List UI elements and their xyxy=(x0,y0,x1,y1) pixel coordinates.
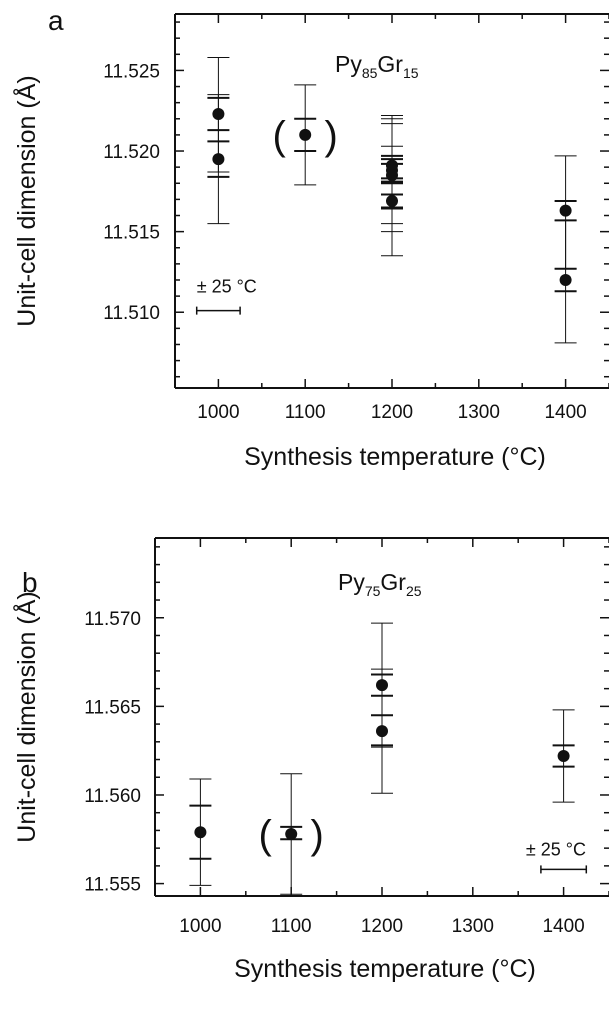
open-paren: ( xyxy=(259,813,273,857)
data-point-group xyxy=(207,94,230,225)
panel-b: b 1000 1100 1200 1300 1400 11.555 11.560 11.565 1… xyxy=(11,537,609,983)
x-tick-label: 1400 xyxy=(542,916,584,937)
x-tick-label: 1100 xyxy=(271,916,312,937)
y-tick-label: 11.520 xyxy=(103,142,160,163)
data-point xyxy=(212,153,225,166)
data-point xyxy=(386,195,398,207)
composition-text: Py xyxy=(335,51,362,77)
data-point-group xyxy=(371,668,393,794)
data-point xyxy=(194,826,207,839)
y-tick-label: 11.525 xyxy=(103,61,160,82)
y-tick-label: 11.570 xyxy=(84,609,141,630)
x-tick-label: 1000 xyxy=(179,916,221,937)
y-tick-label: 11.510 xyxy=(103,303,160,324)
data-point-group xyxy=(552,709,575,803)
temperature-error-annotation: ± 25 °C xyxy=(195,277,257,315)
x-tick-label: 1300 xyxy=(458,402,500,423)
x-tick-label: 1100 xyxy=(285,402,326,423)
x-tick-label: 1200 xyxy=(361,916,403,937)
data-point xyxy=(557,749,570,762)
composition-label: Py75Gr25 xyxy=(338,569,422,599)
composition-subscript: 25 xyxy=(406,583,422,599)
data-point xyxy=(285,827,298,840)
y-tick-label: 11.515 xyxy=(103,223,160,244)
y-axis-title: Unit-cell dimension (Å) xyxy=(11,591,41,842)
composition-label: Py85Gr15 xyxy=(335,51,419,81)
data-point-group: () xyxy=(259,773,324,895)
data-point xyxy=(376,725,388,738)
close-paren: ) xyxy=(311,813,324,857)
x-axis-title: Synthesis temperature (°C) xyxy=(244,443,546,471)
y-tick-label: 11.555 xyxy=(84,875,141,896)
data-point xyxy=(559,204,572,217)
x-axis-title: Synthesis temperature (°C) xyxy=(234,955,536,983)
composition-text: Py xyxy=(338,569,365,595)
open-paren: ( xyxy=(273,114,287,158)
x-tick-label: 1400 xyxy=(544,402,586,423)
data-point-group xyxy=(381,145,403,257)
data-point xyxy=(299,128,312,141)
x-tick-label: 1000 xyxy=(197,402,239,423)
temperature-error-annotation: ± 25 °C xyxy=(526,839,588,874)
x-tick-label: 1300 xyxy=(452,916,494,937)
data-point-group xyxy=(189,778,212,886)
y-tick-label: 11.565 xyxy=(84,697,141,718)
temperature-error-label: ± 25 °C xyxy=(197,277,257,297)
composition-text: Gr xyxy=(377,51,403,77)
y-axis-title: Unit-cell dimension (Å) xyxy=(11,75,41,326)
data-point-group xyxy=(554,219,577,344)
close-paren: ) xyxy=(325,114,338,158)
data-point-group: () xyxy=(273,84,338,186)
composition-subscript: 15 xyxy=(403,65,419,81)
composition-subscript: 85 xyxy=(362,65,378,81)
composition-text: Gr xyxy=(380,569,406,595)
panel-letter: a xyxy=(48,5,64,36)
panel-letter: b xyxy=(22,567,38,598)
panel-a: a 1000 1100 1200 1300 1400 11.510 11.515 11.520 1… xyxy=(11,5,609,471)
x-tick-label: 1200 xyxy=(371,402,413,423)
temperature-error-label: ± 25 °C xyxy=(526,839,586,859)
y-tick-label: 11.560 xyxy=(84,786,141,807)
composition-subscript: 75 xyxy=(365,583,381,599)
data-point xyxy=(559,273,572,286)
